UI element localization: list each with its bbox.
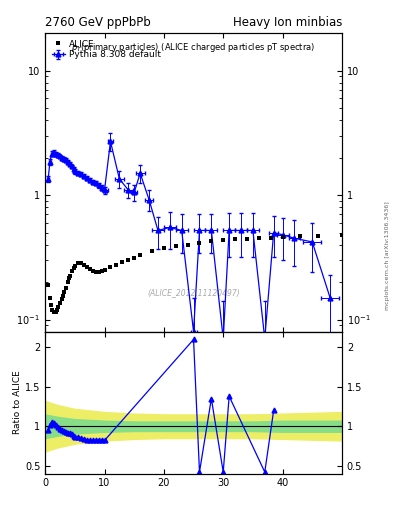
ALICE [280, 234, 285, 240]
ALICE [138, 252, 143, 258]
ALICE [173, 243, 178, 249]
ALICE [209, 238, 214, 244]
ALICE [73, 263, 77, 269]
ALICE [84, 264, 89, 270]
ALICE [65, 279, 70, 285]
ALICE [114, 262, 119, 268]
ALICE [50, 307, 55, 313]
Line: ALICE: ALICE [46, 233, 344, 314]
ALICE [62, 289, 66, 295]
ALICE [71, 265, 76, 271]
Text: $p_T$(primary particles) (ALICE charged particles pT spectra): $p_T$(primary particles) (ALICE charged … [72, 41, 316, 54]
ALICE [96, 269, 101, 275]
ALICE [52, 309, 57, 315]
ALICE [120, 259, 125, 265]
ALICE [340, 232, 344, 239]
ALICE [316, 233, 321, 239]
ALICE [59, 296, 64, 303]
ALICE [68, 272, 72, 279]
ALICE [244, 236, 249, 242]
ALICE [75, 260, 80, 266]
ALICE [79, 260, 83, 266]
ALICE [102, 267, 107, 273]
ALICE [64, 285, 68, 291]
ALICE [56, 304, 61, 310]
ALICE [90, 268, 95, 274]
ALICE [99, 268, 104, 274]
ALICE [233, 237, 237, 243]
ALICE [162, 245, 166, 251]
ALICE [81, 262, 86, 268]
ALICE [221, 237, 226, 243]
Text: mcplots.cern.ch [arXiv:1306.3436]: mcplots.cern.ch [arXiv:1306.3436] [385, 202, 389, 310]
ALICE [49, 302, 53, 308]
ALICE [150, 248, 154, 254]
ALICE [93, 269, 98, 275]
ALICE [185, 242, 190, 248]
ALICE [108, 264, 113, 270]
ALICE [48, 294, 52, 301]
ALICE [197, 240, 202, 246]
ALICE [126, 257, 130, 263]
ALICE [66, 275, 71, 281]
ALICE [46, 282, 51, 288]
Text: (ALICE_2012.11120497): (ALICE_2012.11120497) [147, 288, 240, 297]
ALICE [298, 233, 303, 240]
ALICE [55, 307, 59, 313]
ALICE [58, 300, 62, 306]
Text: Heavy Ion minbias: Heavy Ion minbias [233, 16, 342, 29]
ALICE [132, 254, 137, 261]
ALICE [61, 293, 65, 299]
ALICE [53, 309, 58, 315]
Y-axis label: Ratio to ALICE: Ratio to ALICE [13, 371, 22, 435]
Text: 2760 GeV ppPbPb: 2760 GeV ppPbPb [45, 16, 151, 29]
ALICE [70, 268, 74, 274]
ALICE [257, 235, 261, 241]
ALICE [87, 266, 92, 272]
Legend: ALICE, Pythia 8.308 default: ALICE, Pythia 8.308 default [48, 36, 164, 63]
ALICE [268, 234, 273, 241]
